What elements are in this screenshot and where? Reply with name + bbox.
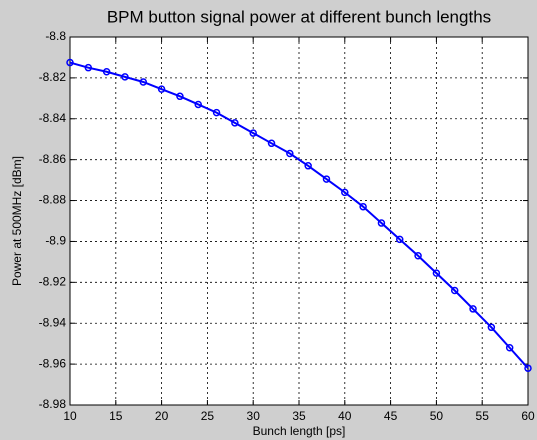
x-tick-label: 20 [155, 409, 169, 423]
data-point [322, 175, 331, 183]
x-tick-label: 40 [338, 409, 352, 423]
data-point [359, 202, 367, 211]
data-point [157, 85, 166, 93]
y-axis-label: Power at 500MHz [dBm] [10, 156, 24, 286]
data-point [139, 78, 148, 86]
y-tick-label: -8.84 [39, 111, 67, 125]
data-point [505, 344, 514, 352]
data-point [487, 323, 496, 332]
data-point [341, 188, 349, 197]
x-tick-label: 55 [476, 409, 490, 423]
data-point [524, 364, 532, 372]
data-point [66, 58, 74, 67]
x-axis-label: Bunch length [ps] [253, 424, 346, 438]
x-tick-label: 25 [201, 409, 215, 423]
x-tick-label: 45 [384, 409, 398, 423]
axes-box [69, 36, 529, 406]
chart-title: BPM button signal power at different bun… [107, 7, 491, 26]
data-point [231, 119, 239, 127]
y-tick-label: -8.9 [45, 234, 66, 248]
y-tick-label: -8.86 [39, 152, 67, 166]
x-tick-label: 15 [109, 409, 123, 423]
data-point [121, 73, 129, 81]
data-point [469, 305, 477, 313]
data-point [286, 149, 294, 158]
x-tick-label: 10 [63, 409, 77, 423]
y-tick-label: -8.98 [39, 397, 67, 411]
y-tick-label: -8.96 [39, 356, 67, 370]
data-point [249, 129, 257, 137]
y-tick-label: -8.8 [45, 29, 66, 43]
data-point [194, 100, 202, 109]
data-point [450, 286, 459, 295]
data-point [84, 63, 93, 72]
y-tick-label: -8.82 [39, 70, 67, 84]
data-point [377, 219, 386, 227]
x-tick-label: 60 [521, 409, 535, 423]
x-tick-label: 35 [292, 409, 306, 423]
x-tick-label: 50 [430, 409, 444, 423]
data-point [212, 108, 221, 117]
data-point [414, 252, 422, 260]
data-point [432, 269, 441, 277]
data-point [267, 139, 276, 148]
y-tick-label: -8.94 [39, 315, 67, 329]
x-tick-label: 30 [247, 409, 261, 423]
y-tick-label: -8.92 [39, 275, 67, 289]
data-point [102, 68, 111, 76]
data-point [304, 162, 312, 170]
data-point [176, 92, 184, 101]
data-point [396, 235, 404, 244]
y-tick-label: -8.88 [39, 193, 67, 207]
